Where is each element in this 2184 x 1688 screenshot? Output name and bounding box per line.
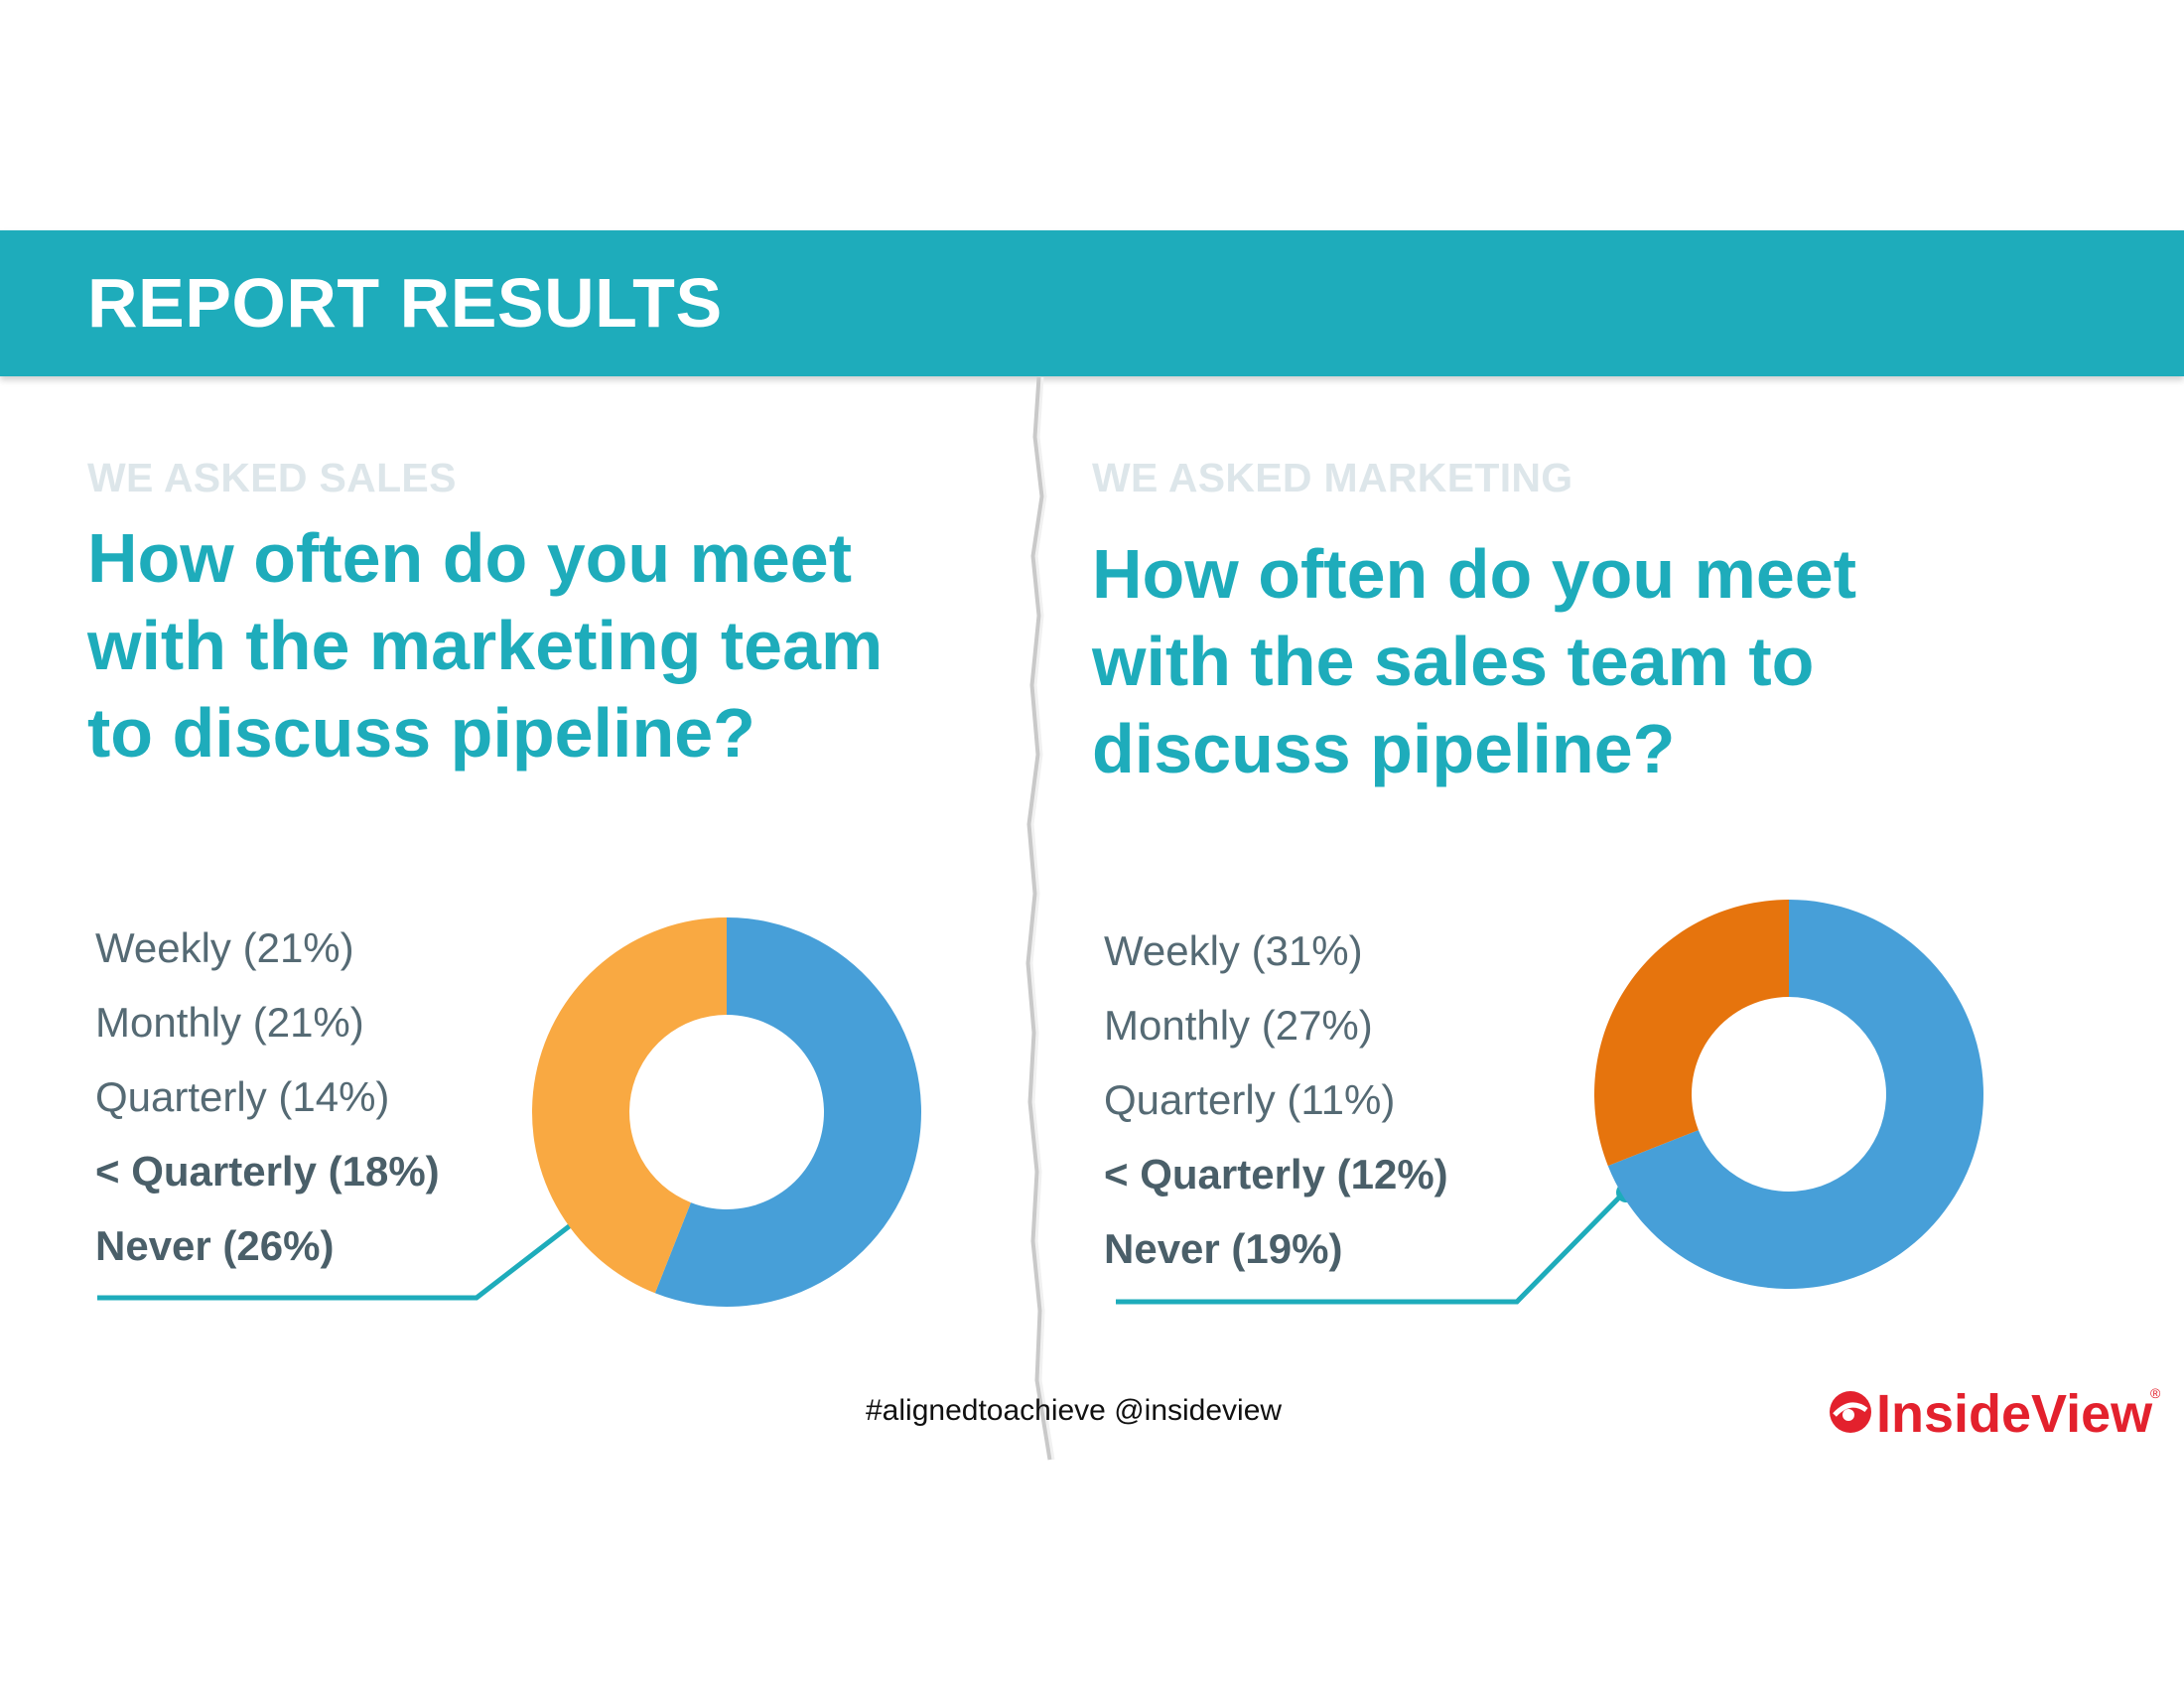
header-band: REPORT RESULTS	[0, 230, 2184, 376]
donut-slice-1	[531, 917, 727, 1294]
logo-registered-mark: ®	[2150, 1385, 2161, 1401]
legend-item: Never (26%)	[95, 1222, 335, 1269]
donut-chart	[1594, 900, 1983, 1289]
legend-item: Monthly (21%)	[95, 999, 364, 1046]
chart-legend: Weekly (31%) Monthly (27%) Quarterly (11…	[1104, 930, 1448, 1303]
page-title: REPORT RESULTS	[87, 264, 723, 342]
legend-item: < Quarterly (18%)	[95, 1148, 440, 1195]
logo-eye-icon	[1830, 1391, 1871, 1433]
panel-kicker: WE ASKED SALES	[87, 455, 457, 500]
donut-slice-0	[1607, 900, 1983, 1289]
question-line: How often do you meet	[87, 519, 852, 597]
panel-question: How often do you meet with the marketing…	[87, 514, 883, 776]
legend-item: Quarterly (11%)	[1104, 1076, 1396, 1123]
question-line: with the sales team to	[1092, 623, 1815, 700]
logo-text: InsideView	[1876, 1384, 2153, 1444]
question-line: with the marketing team	[87, 607, 884, 684]
donut-slice-0	[654, 917, 921, 1307]
chart-legend: Weekly (21%) Monthly (21%) Quarterly (14…	[95, 927, 440, 1300]
legend-item: Weekly (31%)	[1104, 927, 1363, 974]
legend-item: Weekly (21%)	[95, 924, 354, 971]
legend-item: Quarterly (14%)	[95, 1073, 390, 1120]
donut-slice-1	[1594, 900, 1789, 1167]
question-line: How often do you meet	[1092, 535, 1856, 613]
legend-item: < Quarterly (12%)	[1104, 1151, 1448, 1197]
footer-hashtag: #alignedtoachieve @insideview	[866, 1394, 1283, 1427]
donut-chart	[531, 917, 921, 1307]
legend-item: Never (19%)	[1104, 1225, 1343, 1272]
panel-kicker: WE ASKED MARKETING	[1092, 455, 1573, 500]
panel-question: How often do you meet with the sales tea…	[1092, 530, 1856, 792]
legend-item: Monthly (27%)	[1104, 1002, 1373, 1049]
question-line: to discuss pipeline?	[87, 694, 755, 772]
insideview-logo: InsideView ®	[1830, 1384, 2161, 1444]
question-line: discuss pipeline?	[1092, 710, 1676, 787]
